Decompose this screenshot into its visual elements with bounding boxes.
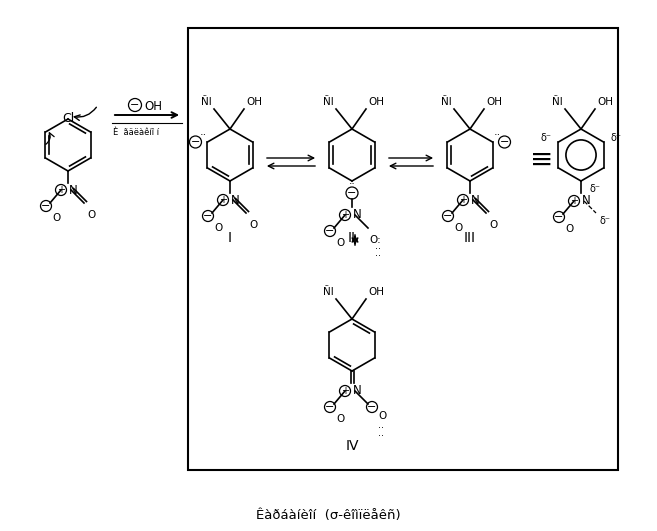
Text: Ñl: Ñl [323, 287, 334, 297]
Text: OH: OH [368, 97, 384, 107]
Text: −: − [203, 211, 213, 221]
Text: IV: IV [345, 439, 359, 453]
Text: Ñl: Ñl [553, 97, 563, 107]
Text: O: O [454, 223, 463, 233]
Text: ..: .. [200, 127, 207, 137]
Text: −: − [367, 402, 376, 412]
Text: OH: OH [597, 97, 613, 107]
Text: O: O [214, 223, 222, 233]
Text: N: N [471, 193, 480, 207]
Text: Ñl: Ñl [442, 97, 452, 107]
Text: O: O [565, 224, 574, 234]
Text: +: + [459, 195, 467, 205]
Text: OH: OH [368, 287, 384, 297]
Text: N: N [231, 193, 240, 207]
Text: OH: OH [144, 100, 162, 114]
Text: N: N [353, 384, 362, 398]
Text: O: O [489, 220, 497, 230]
Text: −: − [325, 226, 334, 236]
Text: O: O [336, 238, 344, 248]
Text: +: + [57, 185, 65, 195]
Text: −: − [41, 201, 51, 211]
Text: −: − [191, 137, 200, 147]
Text: III: III [464, 231, 476, 245]
Text: N: N [582, 194, 591, 208]
Text: ..: .. [375, 241, 381, 251]
Text: +: + [219, 195, 227, 205]
Text: I: I [228, 231, 232, 245]
Text: ..: .. [378, 428, 384, 438]
Text: +: + [341, 210, 349, 220]
Text: δ⁻: δ⁻ [599, 216, 610, 226]
Text: ..: .. [375, 248, 381, 258]
Text: −: − [500, 137, 509, 147]
Text: O: O [87, 210, 95, 220]
Text: ..: .. [378, 420, 384, 430]
Text: +: + [341, 386, 349, 396]
Text: Ñl: Ñl [201, 97, 212, 107]
Text: +: + [570, 196, 578, 206]
Text: −: − [555, 212, 564, 222]
Text: −: − [443, 211, 453, 221]
Text: δ⁻: δ⁻ [610, 133, 621, 143]
Text: ..: .. [494, 127, 501, 137]
Text: N: N [69, 184, 78, 196]
Text: −: − [325, 402, 334, 412]
Text: O: O [52, 213, 60, 223]
Text: δ⁻: δ⁻ [590, 184, 601, 194]
Text: O:: O: [369, 235, 381, 245]
Text: È  ãäëàêíî í: È ãäëàêíî í [113, 128, 159, 137]
Text: OH: OH [486, 97, 502, 107]
Text: O: O [336, 414, 344, 424]
Text: II: II [348, 231, 356, 245]
Text: δ⁻: δ⁻ [541, 133, 552, 143]
Text: Ñl: Ñl [323, 97, 334, 107]
Text: O: O [378, 411, 386, 421]
Text: OH: OH [246, 97, 262, 107]
Text: Êàðáàíèîí  (σ-êîìïëåêñ): Êàðáàíèîí (σ-êîìïëåêñ) [256, 510, 400, 523]
Text: ≡: ≡ [530, 146, 554, 174]
Text: −: − [130, 100, 140, 110]
Text: Cl: Cl [62, 112, 74, 125]
Text: −: − [348, 188, 357, 198]
Bar [188, 28, 618, 470]
Text: ..: .. [349, 176, 355, 186]
Text: N: N [353, 209, 362, 221]
Text: O: O [249, 220, 258, 230]
